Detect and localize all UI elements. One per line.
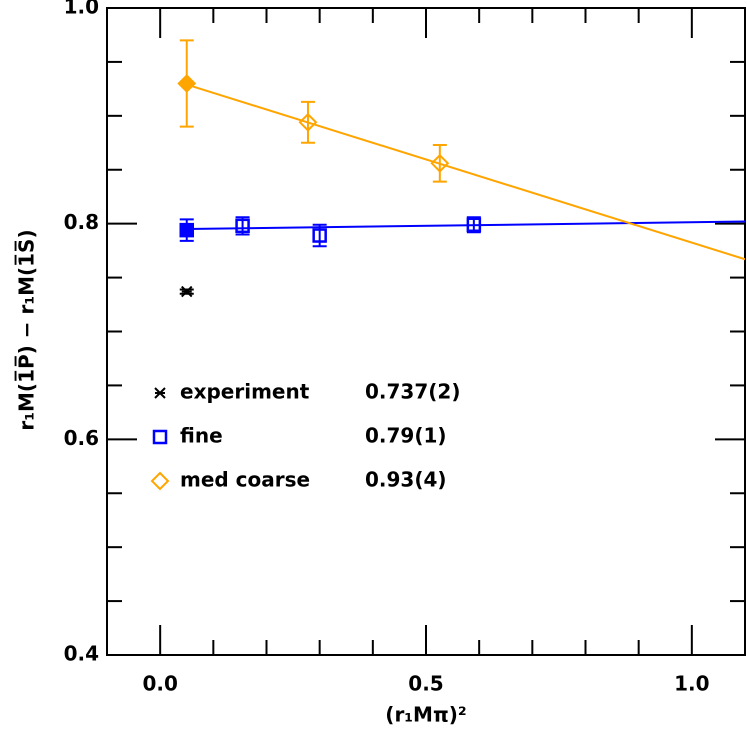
plot-frame (106, 7, 746, 656)
legend-value: 0.737(2) (365, 380, 460, 404)
x-tick-label: 0.5 (408, 672, 443, 696)
marker (430, 153, 450, 173)
legend-label: fine (180, 424, 223, 448)
marker (181, 285, 193, 298)
marker (312, 228, 327, 243)
legend-marker (150, 471, 170, 491)
legend-label: med coarse (180, 468, 310, 492)
marker (235, 218, 250, 234)
legend-marker (152, 429, 168, 445)
legend-value: 0.93(4) (365, 468, 447, 492)
fit-line (186, 220, 746, 231)
marker (466, 217, 482, 232)
error-bar (432, 143, 447, 183)
x-tick-label: 0.0 (142, 672, 177, 696)
x-axis-label: (r₁Mπ)² (385, 703, 466, 727)
legend-label: experiment (180, 380, 310, 404)
fit-line (186, 83, 746, 261)
marker (179, 222, 194, 238)
y-tick-label: 0.8 (64, 210, 99, 234)
marker (177, 74, 197, 93)
marker (298, 112, 318, 132)
y-tick-label: 0.4 (64, 642, 99, 666)
error-bar (300, 100, 315, 144)
y-tick-label: 1.0 (64, 0, 99, 19)
legend-value: 0.79(1) (365, 424, 447, 448)
y-axis-label: r₁M(1̅P̅) − r₁M(1̅S̅) (15, 229, 39, 430)
x-tick-label: 1.0 (674, 672, 709, 696)
legend-marker (154, 387, 166, 399)
y-tick-label: 0.6 (64, 426, 99, 450)
